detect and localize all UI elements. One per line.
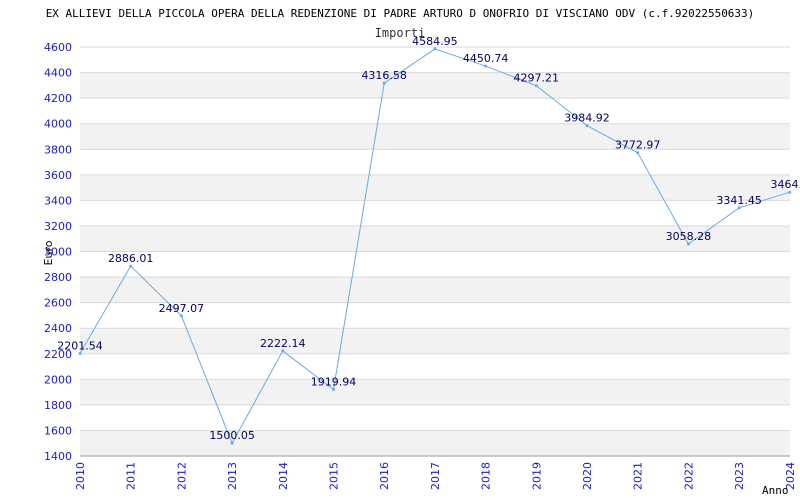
y-tick-label: 3600 bbox=[44, 169, 72, 182]
data-point bbox=[129, 264, 133, 268]
y-tick-label: 1800 bbox=[44, 399, 72, 412]
data-label: 4450.74 bbox=[463, 52, 509, 65]
y-tick-label: 3400 bbox=[44, 194, 72, 207]
data-label: 3341.45 bbox=[716, 194, 762, 207]
x-tick-label: 2016 bbox=[378, 462, 391, 490]
y-tick-label: 4600 bbox=[44, 41, 72, 54]
x-tick-label: 2017 bbox=[429, 462, 442, 490]
data-label: 3984.92 bbox=[564, 112, 610, 125]
data-label: 4297.21 bbox=[514, 72, 560, 85]
grid-band bbox=[80, 379, 790, 405]
data-point bbox=[737, 206, 741, 210]
x-tick-label: 2012 bbox=[175, 462, 188, 490]
x-tick-label: 2021 bbox=[632, 462, 645, 490]
x-tick-label: 2023 bbox=[733, 462, 746, 490]
y-tick-label: 2000 bbox=[44, 373, 72, 386]
data-labels: 2201.54 2886.01 2497.07 1500.05 2222.14 1919.… bbox=[57, 35, 800, 442]
data-point bbox=[636, 151, 640, 155]
data-label: 2201.54 bbox=[57, 340, 103, 353]
data-label: 1919.94 bbox=[311, 376, 357, 389]
data-point bbox=[585, 124, 589, 128]
x-tick-label: 2010 bbox=[74, 462, 87, 490]
grid-band bbox=[80, 328, 790, 354]
data-label: 3058.28 bbox=[666, 230, 712, 243]
chart-title: EX ALLIEVI DELLA PICCOLA OPERA DELLA RED… bbox=[46, 7, 755, 20]
grid-band bbox=[80, 174, 790, 201]
data-point bbox=[332, 388, 335, 392]
y-axis-ticks: 1400 1600 1800 2000 2200 2400 2600 2800 3000 3200… bbox=[44, 41, 72, 463]
x-tick-label: 2013 bbox=[226, 462, 239, 490]
grid-band bbox=[80, 277, 790, 303]
data-point bbox=[686, 242, 690, 246]
grid-band bbox=[80, 72, 790, 99]
data-point bbox=[534, 84, 538, 88]
y-tick-label: 2600 bbox=[44, 297, 72, 310]
data-point bbox=[484, 64, 488, 68]
data-label: 1500.05 bbox=[209, 429, 255, 442]
x-tick-label: 2015 bbox=[328, 462, 341, 490]
y-tick-label: 3000 bbox=[44, 246, 72, 259]
y-tick-label: 3200 bbox=[44, 220, 72, 233]
data-label: 4316.58 bbox=[361, 69, 407, 82]
data-label: 3464.0 bbox=[771, 178, 800, 191]
data-label: 3772.97 bbox=[615, 139, 661, 152]
data-point bbox=[433, 47, 437, 51]
y-tick-label: 4000 bbox=[44, 118, 72, 131]
data-point bbox=[281, 349, 285, 353]
y-axis-label: Euro bbox=[42, 240, 55, 265]
x-axis-label: Anno bbox=[762, 484, 789, 497]
y-tick-label: 2400 bbox=[44, 322, 72, 335]
x-tick-label: 2019 bbox=[530, 462, 543, 490]
y-tick-label: 2200 bbox=[44, 348, 72, 361]
y-tick-label: 3800 bbox=[44, 143, 72, 156]
data-label: 2497.07 bbox=[159, 302, 205, 315]
y-tick-label: 4200 bbox=[44, 92, 72, 105]
data-point bbox=[382, 81, 386, 85]
grid-band bbox=[80, 225, 790, 252]
y-tick-label: 2800 bbox=[44, 271, 72, 284]
x-tick-label: 2020 bbox=[581, 462, 594, 490]
series-name: Importi bbox=[375, 26, 426, 40]
data-label: 2222.14 bbox=[260, 337, 306, 350]
grid-band bbox=[80, 430, 790, 456]
data-points bbox=[78, 47, 792, 445]
x-tick-label: 2024 bbox=[784, 462, 797, 490]
gridlines bbox=[80, 46, 790, 457]
data-point bbox=[230, 441, 234, 445]
x-axis-ticks: 2010 2011 2012 2013 2014 2015 2016 2017 2018 2019… bbox=[74, 462, 797, 490]
data-point bbox=[788, 190, 792, 194]
data-label: 2886.01 bbox=[108, 252, 154, 265]
background-bands bbox=[80, 72, 790, 456]
y-tick-label: 1400 bbox=[44, 450, 72, 463]
grid-band bbox=[80, 123, 790, 150]
y-tick-label: 1600 bbox=[44, 424, 72, 437]
x-tick-label: 2022 bbox=[682, 462, 695, 490]
data-point bbox=[78, 352, 82, 356]
x-tick-label: 2018 bbox=[480, 462, 493, 490]
y-tick-label: 4400 bbox=[44, 67, 72, 80]
x-tick-label: 2011 bbox=[125, 462, 138, 490]
data-point bbox=[179, 314, 183, 318]
x-tick-label: 2014 bbox=[277, 462, 290, 490]
data-label: 4584.95 bbox=[412, 35, 458, 48]
